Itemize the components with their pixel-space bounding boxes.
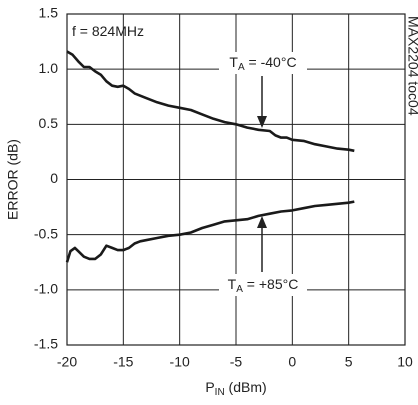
y-tick-label: 0.5 — [39, 115, 59, 131]
annotation-rest: = -40°C — [245, 54, 297, 70]
y-tick-label: 1.0 — [39, 60, 59, 76]
data-line — [65, 200, 355, 263]
label-box — [219, 274, 307, 296]
x-tick-label: -15 — [113, 354, 133, 370]
arrow-head — [257, 216, 267, 228]
arrow-head — [257, 116, 267, 128]
x-tick-label: -10 — [170, 354, 190, 370]
x-tick-label: -5 — [230, 354, 243, 370]
annotation: f = 824MHz — [72, 23, 144, 39]
y-tick-label: -1.0 — [34, 281, 58, 297]
annotation-main: f = 824MHz — [72, 23, 144, 39]
y-axis-label: ERROR (dB) — [5, 139, 21, 220]
annotation-rest: = +85°C — [243, 276, 298, 292]
x-tick-label: -20 — [57, 354, 77, 370]
annotation: TA = +85°C — [228, 276, 299, 295]
x-tick-label: 5 — [345, 354, 353, 370]
data-line — [66, 50, 355, 153]
y-tick-label: 1.5 — [39, 5, 59, 21]
y-tick-label: 0 — [50, 170, 58, 186]
y-tick-label: -1.5 — [34, 336, 58, 352]
x-tick-label: 10 — [397, 354, 413, 370]
x-axis-label-rest: (dBm) — [225, 379, 267, 395]
annotation-main: T — [228, 276, 237, 292]
label-box — [219, 52, 307, 74]
x-axis-label-sub: IN — [215, 387, 225, 398]
side-note: MAX2204 toc04 — [405, 16, 418, 116]
x-axis-label-main: P — [205, 379, 214, 395]
x-tick-label: 0 — [288, 354, 296, 370]
x-axis-label: PIN (dBm) — [205, 379, 266, 398]
annotation-sub: A — [236, 284, 243, 295]
annotation: TA = -40°C — [229, 54, 296, 73]
y-tick-label: -0.5 — [34, 225, 58, 241]
annotation-main: T — [229, 54, 238, 70]
annotation-sub: A — [238, 62, 245, 73]
plot-frame — [66, 13, 406, 346]
